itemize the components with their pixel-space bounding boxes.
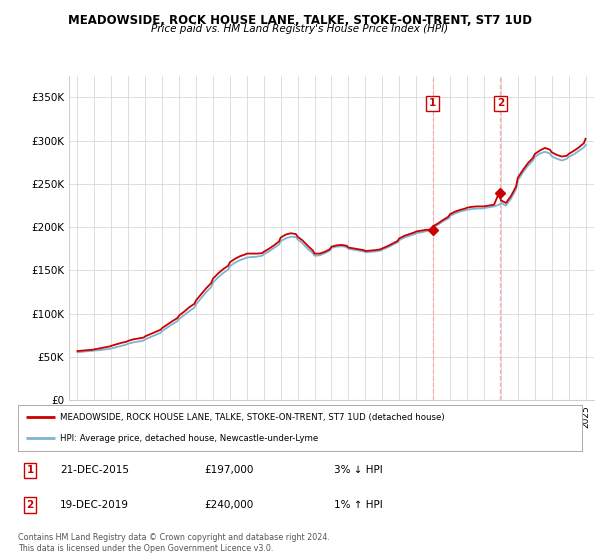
Text: 2: 2 xyxy=(26,500,34,510)
Text: MEADOWSIDE, ROCK HOUSE LANE, TALKE, STOKE-ON-TRENT, ST7 1UD: MEADOWSIDE, ROCK HOUSE LANE, TALKE, STOK… xyxy=(68,14,532,27)
Text: HPI: Average price, detached house, Newcastle-under-Lyme: HPI: Average price, detached house, Newc… xyxy=(60,434,319,443)
Text: £197,000: £197,000 xyxy=(204,465,253,475)
Text: £240,000: £240,000 xyxy=(204,500,253,510)
Text: Price paid vs. HM Land Registry's House Price Index (HPI): Price paid vs. HM Land Registry's House … xyxy=(151,24,449,34)
Text: 1: 1 xyxy=(429,98,436,108)
Text: 3% ↓ HPI: 3% ↓ HPI xyxy=(334,465,383,475)
Text: MEADOWSIDE, ROCK HOUSE LANE, TALKE, STOKE-ON-TRENT, ST7 1UD (detached house): MEADOWSIDE, ROCK HOUSE LANE, TALKE, STOK… xyxy=(60,413,445,422)
Text: 1: 1 xyxy=(26,465,34,475)
Text: 2: 2 xyxy=(497,98,504,108)
Text: Contains HM Land Registry data © Crown copyright and database right 2024.
This d: Contains HM Land Registry data © Crown c… xyxy=(18,533,330,553)
Text: 19-DEC-2019: 19-DEC-2019 xyxy=(60,500,130,510)
Text: 21-DEC-2015: 21-DEC-2015 xyxy=(60,465,130,475)
Text: 1% ↑ HPI: 1% ↑ HPI xyxy=(334,500,383,510)
